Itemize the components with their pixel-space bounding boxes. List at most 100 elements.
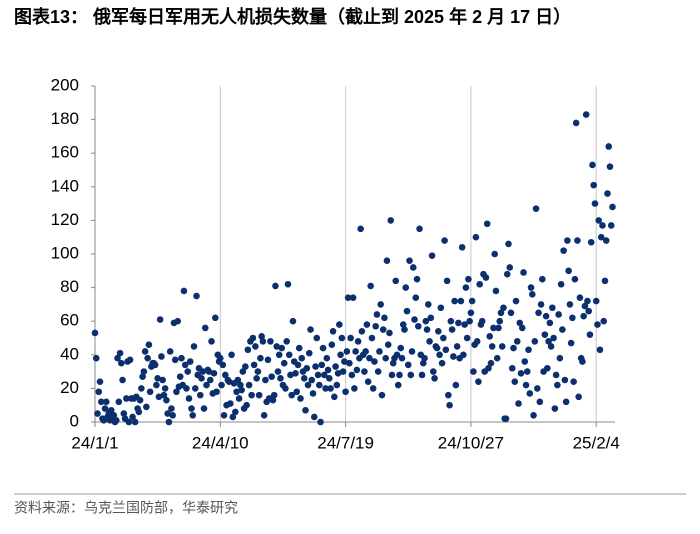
data-point — [541, 331, 549, 338]
data-point — [408, 348, 416, 355]
data-point — [397, 344, 405, 352]
data-point — [460, 351, 467, 359]
data-point — [262, 376, 269, 384]
data-point — [366, 354, 373, 362]
data-point — [398, 354, 406, 362]
data-point — [564, 237, 571, 244]
data-point — [185, 395, 193, 402]
data-point — [181, 361, 189, 369]
data-point — [199, 368, 207, 375]
data-point — [431, 375, 438, 382]
data-point — [326, 375, 333, 382]
data-point — [260, 411, 268, 419]
data-point — [322, 385, 329, 392]
data-point — [559, 326, 566, 333]
data-point — [542, 312, 550, 320]
data-point — [452, 381, 460, 389]
data-point — [399, 321, 407, 328]
data-point — [428, 252, 436, 259]
data-point — [238, 386, 245, 394]
data-point — [468, 297, 476, 305]
data-point — [585, 307, 592, 315]
data-point — [374, 368, 382, 375]
data-point — [594, 321, 601, 328]
data-point — [555, 311, 562, 318]
data-point — [158, 353, 165, 360]
y-tick-label: 100 — [51, 243, 79, 262]
data-point — [466, 317, 473, 325]
data-point — [414, 322, 422, 330]
data-point — [264, 356, 272, 364]
y-tick-label: 140 — [51, 176, 79, 195]
data-point — [349, 294, 357, 301]
data-point — [544, 364, 551, 372]
data-point — [485, 364, 492, 372]
data-point — [418, 371, 426, 379]
data-point — [338, 334, 346, 342]
data-point — [597, 233, 605, 241]
data-point — [339, 368, 347, 375]
data-point — [571, 275, 579, 283]
data-point — [550, 334, 557, 342]
data-point — [551, 405, 559, 412]
data-point — [445, 391, 452, 399]
data-point — [138, 385, 145, 392]
data-point — [144, 354, 151, 362]
data-point — [352, 348, 359, 355]
data-point — [384, 341, 392, 349]
data-point — [258, 333, 265, 340]
data-point — [430, 368, 437, 375]
data-point — [368, 334, 376, 342]
data-point — [95, 388, 103, 396]
data-point — [248, 391, 255, 399]
data-point — [465, 275, 472, 283]
data-point — [118, 359, 125, 367]
data-point — [455, 319, 462, 327]
data-point — [602, 237, 610, 244]
data-point — [566, 301, 574, 308]
data-point — [180, 287, 188, 295]
data-point — [364, 378, 372, 385]
data-point — [351, 385, 358, 392]
data-point — [174, 317, 181, 325]
data-point — [377, 301, 384, 308]
data-point — [442, 346, 450, 354]
data-point — [526, 390, 534, 397]
data-point — [404, 361, 412, 369]
data-point — [554, 381, 561, 389]
data-point — [462, 284, 470, 291]
data-point — [600, 317, 608, 325]
data-point — [269, 396, 277, 404]
data-point — [463, 334, 471, 342]
chart-title: 图表13： 俄军每日军用无人机损失数量（截止到 2025 年 2 月 17 日） — [14, 6, 571, 27]
data-point — [114, 354, 121, 362]
data-point — [193, 292, 200, 300]
data-point — [490, 324, 497, 332]
data-point — [244, 346, 252, 354]
data-point — [346, 359, 353, 367]
data-point — [599, 222, 606, 229]
y-tick-label: 80 — [60, 277, 79, 296]
x-tick-label: 24/1/1 — [71, 433, 118, 452]
data-point — [328, 341, 336, 349]
data-point — [336, 321, 343, 328]
y-tick-label: 40 — [60, 344, 79, 363]
data-point — [451, 297, 458, 305]
data-point — [425, 301, 432, 308]
data-point — [373, 311, 381, 318]
data-point — [589, 161, 596, 169]
data-point — [531, 338, 539, 345]
data-point — [205, 368, 213, 375]
data-point — [601, 277, 609, 285]
data-point — [591, 200, 599, 207]
data-point — [584, 297, 591, 305]
data-point — [421, 354, 428, 362]
data-point — [292, 369, 299, 377]
data-point — [441, 237, 448, 244]
data-point — [582, 111, 590, 118]
data-point — [257, 354, 264, 362]
data-point — [255, 391, 263, 399]
data-point — [367, 282, 374, 290]
data-point — [572, 119, 580, 127]
data-point — [307, 326, 314, 333]
